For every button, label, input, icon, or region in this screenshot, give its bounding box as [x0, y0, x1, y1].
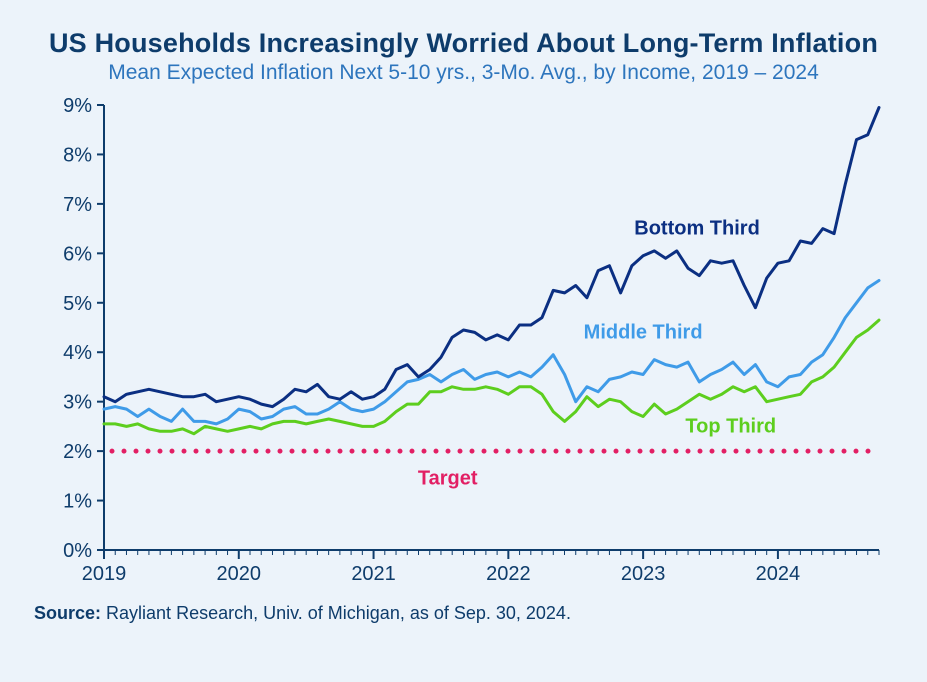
- chart-title: US Households Increasingly Worried About…: [34, 28, 893, 59]
- svg-text:2%: 2%: [63, 441, 92, 463]
- svg-text:Bottom Third: Bottom Third: [634, 218, 760, 240]
- svg-text:3%: 3%: [63, 392, 92, 414]
- chart-page: US Households Increasingly Worried About…: [0, 0, 927, 682]
- chart-subtitle: Mean Expected Inflation Next 5-10 yrs., …: [34, 61, 893, 85]
- line-chart: 0% 1% 2% 3% 4% 5% 6% 7% 8% 9% 2019 2020 2021 2022 2023…: [34, 95, 894, 595]
- svg-text:0%: 0%: [63, 540, 92, 562]
- svg-text:2021: 2021: [351, 563, 396, 585]
- svg-text:4%: 4%: [63, 342, 92, 364]
- chart-svg: 0% 1% 2% 3% 4% 5% 6% 7% 8% 9% 2019 2020 2021 2022 2023…: [34, 95, 894, 605]
- svg-text:Top Third: Top Third: [685, 415, 776, 437]
- svg-text:7%: 7%: [63, 194, 92, 216]
- svg-text:2020: 2020: [217, 563, 261, 585]
- source-line: Source: Rayliant Research, Univ. of Mich…: [34, 603, 893, 624]
- svg-text:2019: 2019: [82, 563, 127, 585]
- svg-text:9%: 9%: [63, 95, 92, 117]
- source-text: Rayliant Research, Univ. of Michigan, as…: [101, 603, 571, 623]
- svg-text:Target: Target: [418, 467, 478, 489]
- svg-text:2024: 2024: [756, 563, 801, 585]
- svg-text:1%: 1%: [63, 491, 92, 513]
- svg-text:2023: 2023: [621, 563, 666, 585]
- svg-text:6%: 6%: [63, 243, 92, 265]
- svg-text:5%: 5%: [63, 293, 92, 315]
- svg-text:Middle Third: Middle Third: [584, 321, 703, 343]
- source-label: Source:: [34, 603, 101, 623]
- svg-text:2022: 2022: [486, 563, 531, 585]
- svg-text:8%: 8%: [63, 144, 92, 166]
